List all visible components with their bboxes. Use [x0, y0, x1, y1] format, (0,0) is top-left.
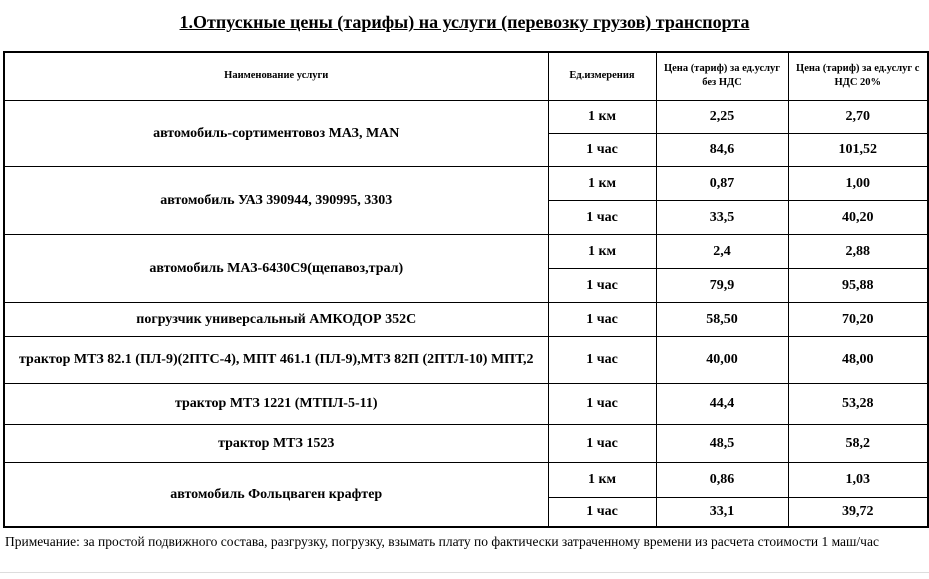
price-no-vat-cell: 58,50 — [655, 301, 789, 337]
header-service-name: Наименование услуги — [3, 51, 549, 101]
price-vat-cell: 58,2 — [787, 423, 929, 463]
price-no-vat-cell: 0,86 — [655, 461, 789, 498]
page-title: 1.Отпускные цены (тарифы) на услуги (пер… — [179, 12, 750, 32]
unit-cell: 1 час — [547, 132, 657, 167]
service-name: погрузчик универсальный АМКОДОР 352С — [3, 301, 549, 337]
table-row: автомобиль МАЗ-6430С9(щепавоз,трал) 1 км 2… — [3, 233, 929, 303]
price-no-vat-cell: 44,4 — [655, 382, 789, 425]
price-no-vat-cell: 40,00 — [655, 335, 789, 384]
tariff-table: Наименование услуги Ед.измерения Цена (т… — [3, 51, 929, 528]
table-row: трактор МТЗ 1221 (МТПЛ-5-11) 1 час 44,4 53,… — [3, 382, 929, 425]
table-row: 1 час 33,5 40,20 — [4, 199, 929, 235]
header-price-no-vat: Цена (тариф) за ед.услуг без НДС — [655, 51, 789, 101]
table-row: трактор МТЗ 82.1 (ПЛ-9)(2ПТС-4), МПТ 461… — [3, 335, 929, 384]
price-vat-cell: 95,88 — [787, 267, 929, 303]
price-no-vat-cell: 2,4 — [655, 233, 789, 269]
service-name: трактор МТЗ 82.1 (ПЛ-9)(2ПТС-4), МПТ 461… — [3, 335, 549, 384]
divider — [0, 572, 929, 573]
service-name: трактор МТЗ 1523 — [3, 423, 549, 463]
unit-cell: 1 час — [547, 335, 657, 384]
service-name: трактор МТЗ 1221 (МТПЛ-5-11) — [3, 382, 549, 425]
price-no-vat-cell: 48,5 — [655, 423, 789, 463]
table-row: автомобиль УАЗ 390944, 390995, 3303 1 км 0… — [3, 165, 929, 235]
unit-cell: 1 час — [547, 423, 657, 463]
table-row: 1 час 84,6 101,52 — [4, 132, 929, 167]
price-vat-cell: 70,20 — [787, 301, 929, 337]
price-vat-cell: 48,00 — [787, 335, 929, 384]
unit-cell: 1 час — [547, 267, 657, 303]
unit-cell: 1 км — [547, 165, 657, 201]
table-row: 1 час 79,9 95,88 — [4, 267, 929, 303]
unit-cell: 1 час — [547, 382, 657, 425]
price-vat-cell: 1,00 — [787, 165, 929, 201]
service-name: автомобиль УАЗ 390944, 390995, 3303 — [3, 165, 549, 235]
unit-cell: 1 час — [547, 199, 657, 235]
header-price-vat: Цена (тариф) за ед.услуг с НДС 20% — [787, 51, 929, 101]
price-vat-cell: 40,20 — [787, 199, 929, 235]
price-vat-cell: 2,88 — [787, 233, 929, 269]
price-vat-cell: 53,28 — [787, 382, 929, 425]
price-vat-cell: 101,52 — [787, 132, 929, 167]
unit-cell: 1 час — [547, 301, 657, 337]
price-no-vat-cell: 0,87 — [655, 165, 789, 201]
table-row: 1 час 33,1 39,72 — [4, 496, 929, 528]
unit-cell: 1 км — [547, 461, 657, 498]
price-no-vat-cell: 79,9 — [655, 267, 789, 303]
unit-cell: 1 км — [547, 233, 657, 269]
footnote: Примечание: за простой подвижного состав… — [5, 534, 879, 549]
unit-cell: 1 км — [547, 99, 657, 134]
price-no-vat-cell: 33,1 — [655, 496, 789, 528]
service-name: автомобиль Фольцваген крафтер — [3, 461, 549, 528]
header-row: Наименование услуги Ед.измерения Цена (т… — [3, 51, 929, 101]
service-name: автомобиль-сортиментовоз МАЗ, MAN — [3, 99, 549, 167]
table-row: трактор МТЗ 1523 1 час 48,5 58,2 — [3, 423, 929, 463]
unit-cell: 1 час — [547, 496, 657, 528]
table-row: автомобиль Фольцваген крафтер 1 км 0,86 1,0… — [3, 461, 929, 528]
price-vat-cell: 1,03 — [787, 461, 929, 498]
price-no-vat-cell: 84,6 — [655, 132, 789, 167]
table-row: автомобиль-сортиментовоз МАЗ, MAN 1 км 2,2… — [3, 99, 929, 167]
header-unit: Ед.измерения — [547, 51, 657, 101]
price-no-vat-cell: 33,5 — [655, 199, 789, 235]
service-name: автомобиль МАЗ-6430С9(щепавоз,трал) — [3, 233, 549, 303]
price-no-vat-cell: 2,25 — [655, 99, 789, 134]
price-vat-cell: 2,70 — [787, 99, 929, 134]
table-row: погрузчик универсальный АМКОДОР 352С 1 ча… — [3, 301, 929, 337]
price-vat-cell: 39,72 — [787, 496, 929, 528]
